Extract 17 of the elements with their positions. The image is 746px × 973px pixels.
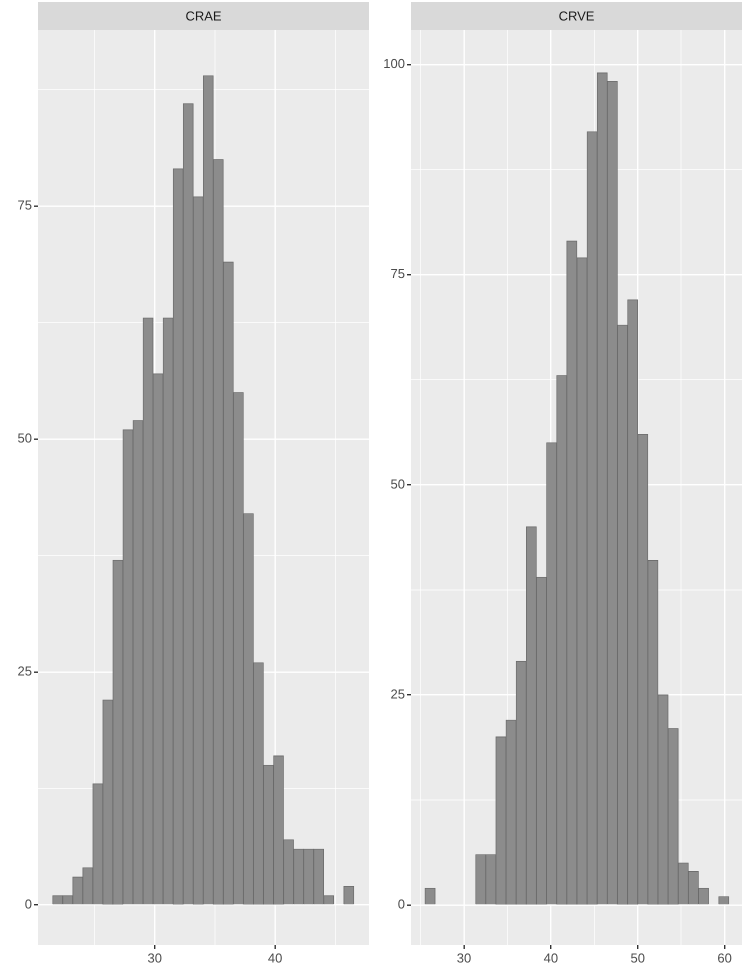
x-tick-label: 30 bbox=[456, 950, 472, 966]
x-tick-label: 30 bbox=[148, 950, 162, 966]
chart-title: CRVE bbox=[558, 8, 595, 24]
x-tick-label: 40 bbox=[268, 950, 282, 966]
x-tick-label: 60 bbox=[717, 950, 732, 966]
y-tick-label: 100 bbox=[383, 56, 405, 72]
y-tick-label: 75 bbox=[18, 198, 32, 213]
y-tick-label: 0 bbox=[398, 896, 405, 912]
y-tick-label: 25 bbox=[390, 686, 405, 702]
x-tick-label: 50 bbox=[630, 950, 645, 966]
x-tick-label: 40 bbox=[544, 950, 558, 966]
y-tick-label: 0 bbox=[24, 896, 32, 912]
y-tick-label: 75 bbox=[390, 266, 405, 282]
chart-title: CRAE bbox=[185, 8, 222, 24]
y-tick-label: 25 bbox=[18, 664, 32, 679]
y-tick-label: 50 bbox=[18, 430, 32, 446]
y-tick-label: 50 bbox=[390, 476, 405, 492]
